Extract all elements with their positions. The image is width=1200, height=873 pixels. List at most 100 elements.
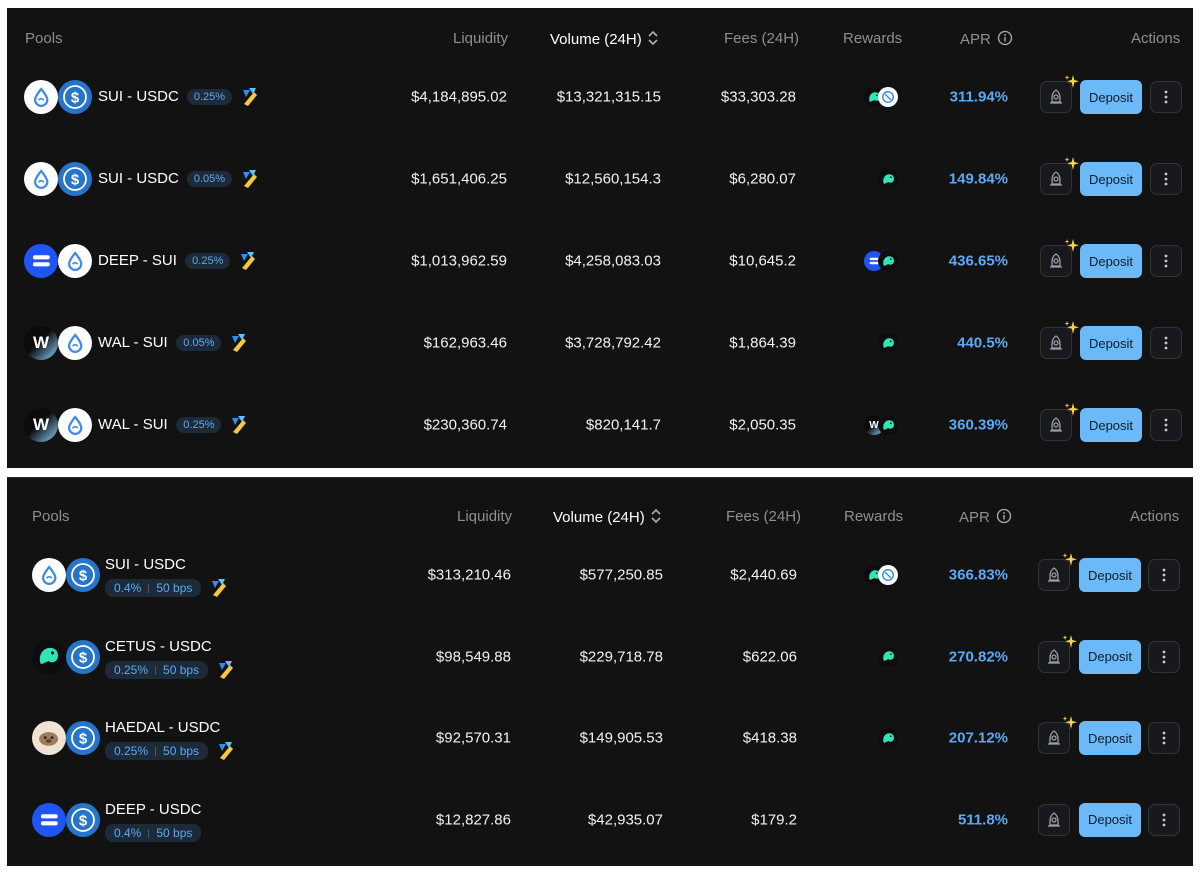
header-apr[interactable]: APR	[959, 508, 1012, 526]
table-row[interactable]: $ SUI - USDC 0.05% $1,651,406.25 $12,560,154…	[7, 149, 1193, 209]
apr-value[interactable]: 270.82%	[948, 648, 1008, 665]
lock-rocket-icon	[1050, 171, 1062, 186]
header-liquidity[interactable]: Liquidity	[457, 508, 513, 525]
deposit-button[interactable]: Deposit	[1080, 408, 1142, 442]
volume-value: $149,905.53	[579, 729, 663, 747]
deposit-button[interactable]: Deposit	[1080, 244, 1142, 278]
liquidity-value: $12,827.86	[435, 811, 511, 828]
more-options-button[interactable]	[1150, 163, 1182, 195]
pool-pair-name[interactable]: DEEP - SUI	[98, 252, 177, 269]
pool-pair-name[interactable]: WAL - SUI	[98, 334, 168, 351]
sui-token-icon	[58, 326, 92, 360]
position-button[interactable]	[1040, 403, 1079, 441]
position-button[interactable]	[1040, 157, 1079, 195]
more-options-button[interactable]	[1148, 722, 1180, 754]
apr-value[interactable]: 360.39%	[948, 416, 1008, 434]
table-row[interactable]: W WAL - SUI 0.25% $230,360.74 $820,141.7 $2,0…	[7, 395, 1193, 455]
more-options-button[interactable]	[1148, 803, 1180, 836]
table-row[interactable]: DEEP - SUI 0.25% $1,013,962.59 $4,258,083.0…	[7, 231, 1193, 291]
badge-divider	[148, 584, 150, 593]
more-options-button[interactable]	[1150, 327, 1182, 359]
position-button[interactable]	[1038, 803, 1070, 836]
table-row[interactable]: $ SUI - USDC 0.4% 50 bps $313,210.46 $577,250…	[7, 545, 1193, 605]
apr-value[interactable]: 207.12%	[948, 729, 1008, 747]
header-fees[interactable]: Fees (24H)	[726, 508, 802, 525]
table-row[interactable]: $ HAEDAL - USDC 0.25% 50 bps $92,570.31 $149,…	[7, 708, 1193, 768]
apr-value[interactable]: 366.83%	[948, 566, 1008, 584]
table-row[interactable]: $ CETUS - USDC 0.25% 50 bps $98,549.88 $229,7…	[7, 627, 1193, 687]
fees-value: $622.06	[742, 648, 797, 665]
table-row[interactable]: $ DEEP - USDC 0.4% 50 bps $12,827.86 $42,935.…	[7, 790, 1193, 850]
rewards-icons	[864, 564, 898, 586]
position-button[interactable]	[1040, 239, 1079, 277]
haedal-token-icon	[32, 721, 66, 755]
header-fees[interactable]: Fees (24H)	[724, 30, 800, 47]
cetus-reward-icon	[878, 169, 898, 189]
liquidity-value: $1,651,406.25	[411, 170, 507, 188]
position-button[interactable]	[1038, 716, 1077, 754]
svg-text:$: $	[79, 812, 88, 829]
more-options-button[interactable]	[1148, 640, 1180, 673]
volume-value: $13,321,315.15	[556, 88, 661, 106]
apr-value[interactable]: 149.84%	[948, 170, 1008, 188]
header-liquidity[interactable]: Liquidity	[453, 30, 509, 47]
pool-pair-name[interactable]: SUI - USDC	[105, 556, 186, 573]
deposit-button[interactable]: Deposit	[1080, 80, 1142, 114]
info-icon[interactable]	[997, 30, 1013, 46]
pool-pair-name[interactable]: SUI - USDC	[98, 88, 179, 105]
sparkle-icon	[1062, 634, 1078, 655]
apr-value[interactable]: 436.65%	[948, 252, 1008, 270]
pool-pair-name[interactable]: WAL - SUI	[98, 416, 168, 433]
sort-icon[interactable]	[648, 30, 658, 46]
sparkle-icon	[1064, 402, 1080, 423]
info-icon[interactable]	[996, 508, 1012, 524]
deep-token-icon	[32, 802, 66, 837]
kebab-menu-icon	[1162, 568, 1166, 582]
table-row[interactable]: $ SUI - USDC 0.25% $4,184,895.02 $13,321,315…	[7, 67, 1193, 127]
more-options-button[interactable]	[1148, 559, 1180, 591]
incentive-flag-icon	[216, 740, 236, 762]
pool-pair-name[interactable]: SUI - USDC	[98, 170, 179, 187]
incentive-flag-icon	[240, 86, 260, 108]
position-button[interactable]	[1038, 634, 1077, 673]
header-apr[interactable]: APR	[960, 30, 1013, 48]
svg-text:$: $	[71, 172, 80, 189]
rewards-icons	[878, 646, 898, 668]
fee-tier-badge: 0.05%	[186, 171, 233, 187]
header-apr-label: APR	[960, 31, 991, 48]
table-row[interactable]: W WAL - SUI 0.05% $162,963.46 $3,728,792.42 $…	[7, 313, 1193, 373]
liquidity-value: $230,360.74	[423, 416, 507, 434]
deposit-button[interactable]: Deposit	[1080, 326, 1142, 360]
volume-value: $229,718.78	[579, 648, 663, 665]
apr-value[interactable]: 511.8%	[957, 811, 1008, 828]
more-options-button[interactable]	[1150, 409, 1182, 441]
header-volume[interactable]: Volume (24H)	[550, 30, 658, 48]
header-volume[interactable]: Volume (24H)	[553, 508, 661, 526]
position-button[interactable]	[1040, 75, 1079, 113]
pool-pair-name[interactable]: CETUS - USDC	[105, 637, 212, 655]
volume-value: $4,258,083.03	[565, 252, 661, 270]
deposit-button[interactable]: Deposit	[1079, 639, 1141, 674]
sui-rewards-reward-icon	[878, 565, 898, 585]
bps-value: 50 bps	[156, 581, 193, 595]
pool-pair-name[interactable]: DEEP - USDC	[105, 800, 202, 818]
more-options-button[interactable]	[1150, 245, 1182, 277]
apr-value[interactable]: 311.94%	[949, 88, 1008, 106]
deposit-button[interactable]: Deposit	[1079, 802, 1141, 837]
lock-rocket-icon	[1050, 335, 1062, 350]
sort-icon[interactable]	[651, 508, 661, 524]
apr-value[interactable]: 440.5%	[957, 334, 1008, 352]
lock-rocket-icon	[1050, 89, 1062, 104]
pool-pair-name[interactable]: HAEDAL - USDC	[105, 719, 221, 736]
position-button[interactable]	[1038, 553, 1077, 591]
incentive-flag-icon	[238, 250, 258, 272]
fees-value: $418.38	[742, 729, 797, 747]
position-button[interactable]	[1040, 321, 1079, 359]
table-header: Pools Liquidity Volume (24H) Fees (24H) …	[7, 30, 1193, 50]
more-options-button[interactable]	[1150, 81, 1182, 113]
deposit-button[interactable]: Deposit	[1079, 721, 1141, 755]
kebab-menu-icon	[1164, 90, 1168, 104]
sparkle-icon	[1064, 320, 1080, 341]
deposit-button[interactable]: Deposit	[1080, 162, 1142, 196]
deposit-button[interactable]: Deposit	[1079, 558, 1141, 592]
